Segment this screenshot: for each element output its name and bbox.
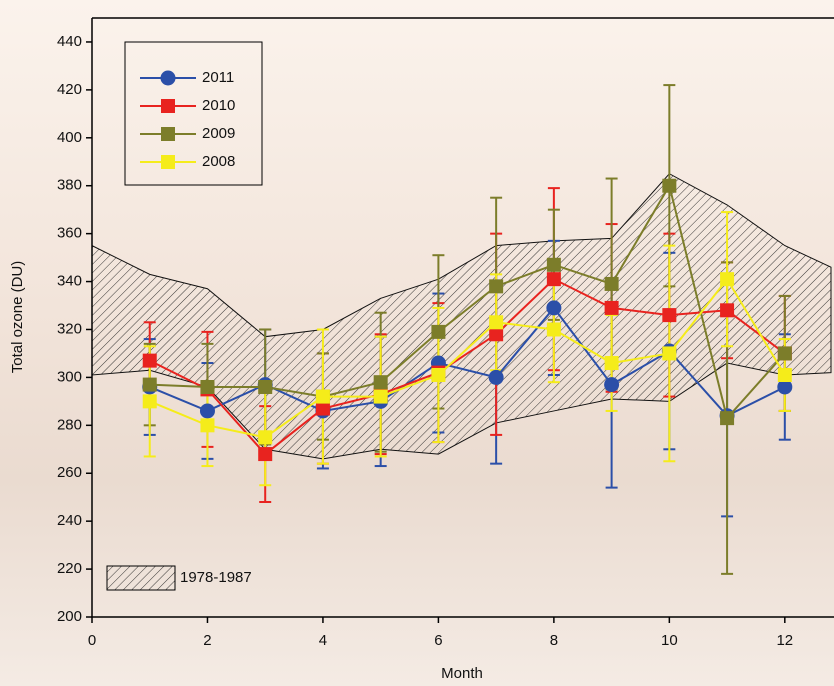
marker: [604, 300, 619, 315]
marker: [662, 308, 677, 323]
marker: [720, 272, 735, 287]
legend: 2011 2010 2009 2008 1978-1987: [106, 41, 263, 591]
marker: [200, 418, 215, 433]
marker: [160, 70, 176, 86]
y-tick-label: 320: [57, 320, 82, 337]
marker: [142, 394, 157, 409]
y-tick-label: 380: [57, 177, 82, 194]
marker: [431, 368, 446, 383]
x-tick-label: 6: [434, 632, 442, 649]
marker: [546, 257, 561, 272]
marker: [720, 303, 735, 318]
marker: [315, 401, 330, 416]
legend-swatch: [106, 565, 176, 591]
series-line: [149, 183, 786, 421]
marker: [258, 447, 273, 462]
marker: [777, 368, 792, 383]
legend-label: 2011: [202, 69, 234, 86]
marker: [546, 272, 561, 287]
x-tick-label: 4: [319, 632, 327, 649]
marker: [604, 276, 619, 291]
legend-box: [124, 41, 263, 186]
marker: [489, 327, 504, 342]
marker: [488, 369, 504, 385]
marker: [258, 430, 273, 445]
marker: [777, 346, 792, 361]
x-tick-label: 12: [776, 632, 793, 649]
y-axis-label: Total ozone (DU): [9, 261, 26, 374]
marker: [604, 377, 620, 393]
y-tick-label: 400: [57, 129, 82, 146]
y-tick-label: 220: [57, 560, 82, 577]
marker: [142, 353, 157, 368]
y-tick-label: 340: [57, 273, 82, 290]
y-tick-label: 420: [57, 81, 82, 98]
marker: [200, 379, 215, 394]
marker: [489, 279, 504, 294]
series-line: [149, 277, 786, 456]
x-tick-label: 0: [88, 632, 96, 649]
x-tick-label: 8: [550, 632, 558, 649]
marker: [546, 322, 561, 337]
marker: [373, 389, 388, 404]
x-axis-label: Month: [441, 665, 483, 682]
series-line: [149, 277, 786, 439]
marker: [662, 178, 677, 193]
legend-label: 2010: [202, 97, 235, 114]
y-tick-label: 200: [57, 608, 82, 625]
marker: [161, 99, 175, 113]
marker: [604, 356, 619, 371]
y-tick-label: 300: [57, 368, 82, 385]
plot: 200 220 240 260 280 300 320 340 360 380 400 420 440 0…: [57, 17, 834, 649]
legend-label: 2009: [202, 125, 235, 142]
series-line: [149, 306, 786, 417]
x-tick-label: 10: [661, 632, 678, 649]
marker: [662, 346, 677, 361]
marker: [373, 375, 388, 390]
y-tick-label: 440: [57, 33, 82, 50]
legend-label: 1978-1987: [180, 569, 252, 586]
marker: [161, 155, 175, 169]
y-tick-label: 280: [57, 416, 82, 433]
marker: [315, 389, 330, 404]
marker: [161, 127, 175, 141]
marker: [199, 403, 215, 419]
x-tick-label: 2: [203, 632, 211, 649]
legend-label: 2008: [202, 153, 235, 170]
marker: [258, 379, 273, 394]
marker: [489, 315, 504, 330]
y-tick-label: 240: [57, 512, 82, 529]
y-tick-label: 260: [57, 464, 82, 481]
marker: [720, 411, 735, 426]
marker: [142, 377, 157, 392]
y-tick-label: 360: [57, 225, 82, 242]
marker: [431, 324, 446, 339]
band: [91, 173, 832, 460]
marker: [777, 379, 793, 395]
marker: [546, 300, 562, 316]
